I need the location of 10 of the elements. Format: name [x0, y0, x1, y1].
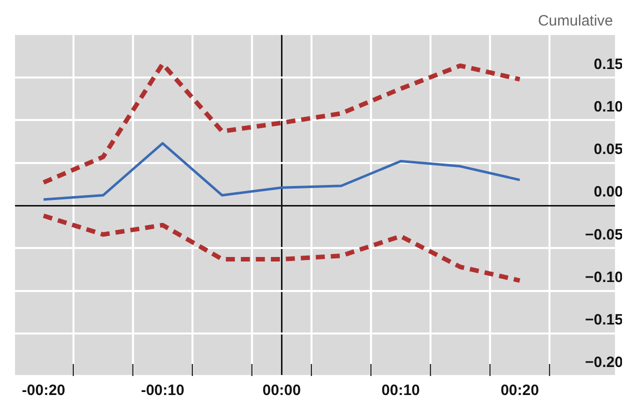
y-tick-label: −0.10 [585, 268, 623, 286]
y-tick-label: 0.10 [594, 98, 623, 116]
y-tick-label: 0.00 [594, 184, 623, 201]
y-tick-label: −0.20 [585, 354, 623, 372]
y-axis-title: Cumulative [538, 12, 613, 30]
x-tick-label: 00:00 [262, 382, 301, 400]
x-tick-label: -00:10 [140, 382, 184, 400]
x-tick-label: -00:20 [22, 382, 66, 400]
x-tick-label: 00:10 [382, 382, 420, 400]
x-tick-label: 00:20 [500, 382, 539, 400]
